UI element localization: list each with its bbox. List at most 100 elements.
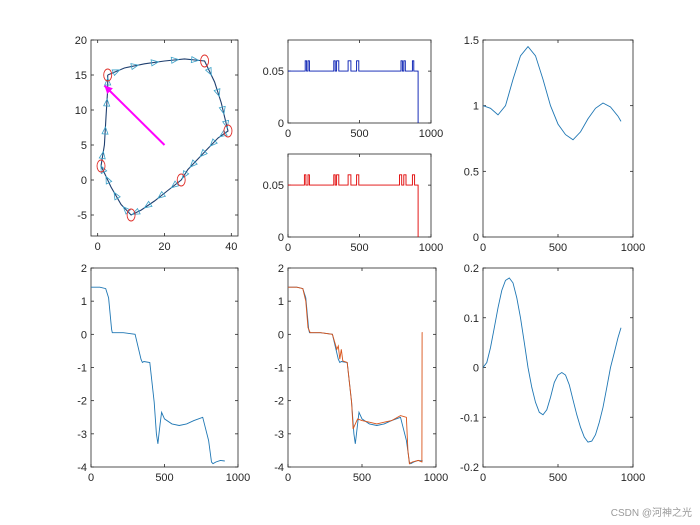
- x-tick-label: 0: [285, 242, 291, 254]
- plot-frame: [90, 267, 239, 468]
- plot-area: [96, 54, 233, 222]
- x-tick-label: 500: [350, 242, 368, 254]
- y-tick-label: 15: [75, 70, 87, 82]
- y-tick-label: 0: [81, 329, 87, 341]
- waypoint-marker: [103, 68, 113, 82]
- plot-frame: [287, 153, 432, 238]
- axes-trajectory: 0 20 40 -5 0 5 10 15 20: [75, 35, 239, 253]
- x-tick-label: 500: [350, 128, 368, 140]
- x-tick-label: 20: [158, 241, 170, 253]
- y-tick-label: 0.05: [263, 66, 284, 78]
- series-line-0: [288, 286, 423, 465]
- x-tick-label: 500: [549, 242, 567, 254]
- plot-frame: [90, 39, 239, 237]
- y-tick-label: 0.5: [464, 166, 479, 178]
- y-tick-label: 20: [75, 35, 87, 47]
- axes-bottom-right-curve: 0 500 1000 -0.2 -0.1 0 0.1 0.2: [460, 263, 645, 484]
- plot-frame: [287, 39, 432, 124]
- axes-bottom-left-heading: 0 500 1000 -4 -3 -2 -1 0 1 2: [77, 263, 250, 484]
- x-tick-label: 0: [480, 472, 486, 484]
- y-tick-label: 1: [278, 296, 284, 308]
- direction-marker: [209, 138, 218, 147]
- y-tick-label: 0: [278, 232, 284, 244]
- direction-marker: [204, 66, 212, 77]
- direction-marker: [131, 207, 141, 215]
- data-line: [483, 277, 622, 443]
- y-tick-label: -4: [274, 462, 284, 474]
- heading-arrow-head: [104, 85, 113, 94]
- plot-frame: [287, 267, 437, 468]
- y-tick-label: -0.1: [460, 412, 479, 424]
- direction-marker: [190, 56, 200, 64]
- y-tick-label: 0: [81, 175, 87, 187]
- y-tick-label: -4: [77, 462, 87, 474]
- data-line: [91, 286, 225, 465]
- plot-area: [288, 60, 419, 123]
- watermark: CSDN @河神之光: [610, 508, 692, 519]
- plot-area: [288, 286, 423, 465]
- y-tick-label: -3: [274, 429, 284, 441]
- direction-marker: [143, 200, 153, 209]
- y-tick-label: -2: [274, 396, 284, 408]
- waypoint-marker: [223, 124, 233, 138]
- x-tick-label: 0: [285, 128, 291, 140]
- x-tick-label: 1000: [621, 242, 645, 254]
- y-tick-label: -2: [77, 396, 87, 408]
- x-tick-label: 1000: [424, 472, 448, 484]
- waypoint-marker: [176, 173, 186, 187]
- x-tick-label: 1000: [226, 472, 250, 484]
- direction-marker: [130, 63, 140, 71]
- x-tick-label: 500: [353, 472, 371, 484]
- direction-marker: [170, 180, 180, 189]
- direction-marker: [213, 88, 221, 98]
- direction-marker: [150, 59, 160, 67]
- direction-marker: [122, 206, 132, 215]
- direction-marker: [222, 119, 230, 129]
- data-line: [483, 45, 622, 141]
- y-tick-label: 0.05: [263, 180, 284, 192]
- x-tick-label: 40: [225, 241, 237, 253]
- y-tick-label: -0.2: [460, 462, 479, 474]
- plot-area: [288, 174, 419, 237]
- y-tick-label: 0: [278, 118, 284, 130]
- axes-top-signal-blue: 0 500 1000 0 0.05: [263, 39, 443, 140]
- plot-area: [91, 286, 225, 465]
- x-tick-label: 0: [88, 472, 94, 484]
- axes-bottom-middle-heading-compare: 0 500 1000 -4 -3 -2 -1 0 1 2: [274, 263, 448, 484]
- x-tick-label: 0: [95, 241, 101, 253]
- x-tick-label: 500: [549, 472, 567, 484]
- plot-area: [483, 277, 622, 443]
- waypoint-marker: [96, 159, 106, 173]
- direction-marker: [100, 164, 108, 175]
- x-tick-label: 1000: [419, 242, 443, 254]
- direction-marker: [199, 148, 208, 158]
- x-tick-label: 1000: [621, 472, 645, 484]
- signal-line: [288, 174, 419, 237]
- signal-line: [288, 60, 419, 123]
- direction-marker: [98, 150, 106, 160]
- y-tick-label: 10: [75, 105, 87, 117]
- y-tick-label: 0: [278, 329, 284, 341]
- direction-marker: [218, 105, 226, 115]
- y-tick-label: 1: [81, 296, 87, 308]
- y-tick-label: -3: [77, 429, 87, 441]
- y-tick-label: 0.2: [464, 263, 479, 275]
- y-tick-label: -5: [77, 210, 87, 222]
- waypoint-marker: [200, 54, 210, 68]
- direction-marker: [218, 129, 228, 138]
- direction-marker: [189, 159, 198, 168]
- y-tick-label: 0: [473, 363, 479, 375]
- y-tick-label: -1: [77, 363, 87, 375]
- y-tick-label: 5: [81, 140, 87, 152]
- y-tick-label: 0: [473, 232, 479, 244]
- direction-marker: [111, 69, 121, 77]
- y-tick-label: 2: [81, 263, 87, 275]
- heading-arrow-line: [103, 84, 166, 146]
- series-line-1: [288, 286, 423, 465]
- x-tick-label: 0: [480, 242, 486, 254]
- direction-marker: [101, 125, 109, 135]
- direction-marker: [105, 175, 113, 185]
- direction-marker: [104, 76, 112, 86]
- direction-marker: [157, 190, 167, 199]
